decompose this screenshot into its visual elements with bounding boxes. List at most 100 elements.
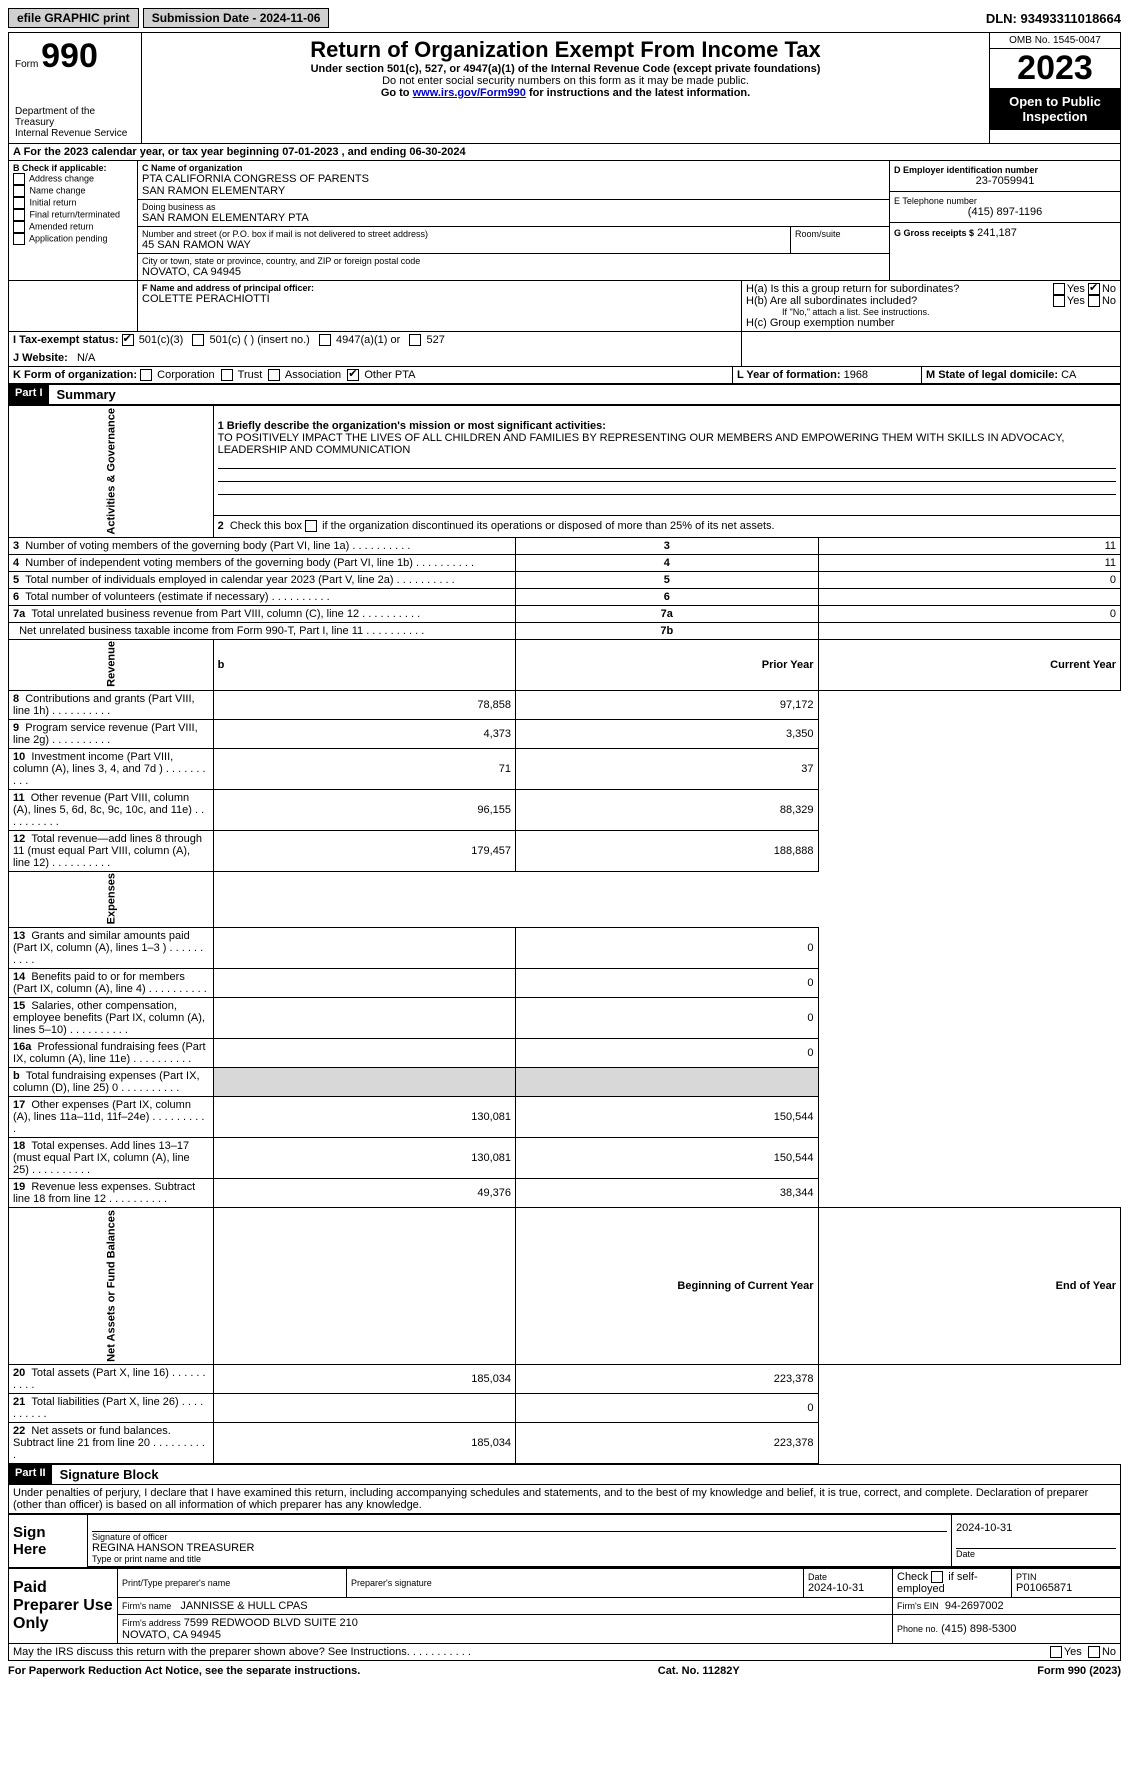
section-b-checkbox[interactable]	[13, 197, 25, 209]
discuss-no-checkbox[interactable]	[1088, 1646, 1100, 1658]
ssn-note: Do not enter social security numbers on …	[146, 75, 985, 87]
h-spacer	[742, 332, 1120, 366]
d-value: 23-7059941	[894, 175, 1116, 187]
discuss-yes-checkbox[interactable]	[1050, 1646, 1062, 1658]
prep-date: 2024-10-31	[808, 1582, 888, 1594]
discuss-yes: Yes	[1064, 1646, 1082, 1658]
section-b-checkbox[interactable]	[13, 221, 25, 233]
ptin-label: PTIN	[1016, 1572, 1116, 1582]
table-row: 16a Professional fundraising fees (Part …	[9, 1039, 1121, 1068]
firm-ein: 94-2697002	[945, 1600, 1004, 1612]
section-b-item: Name change	[13, 185, 133, 197]
c-dba-label: Doing business as	[142, 202, 885, 212]
k-corp-checkbox[interactable]	[140, 369, 152, 381]
q2-checkbox[interactable]	[305, 520, 317, 532]
footer-mid: Cat. No. 11282Y	[658, 1665, 740, 1677]
hb-note: If "No," attach a list. See instructions…	[746, 307, 1116, 317]
l-label: L Year of formation:	[737, 369, 841, 381]
i-501c-checkbox[interactable]	[192, 334, 204, 346]
section-b-item: Address change	[13, 173, 133, 185]
q1-value: TO POSITIVELY IMPACT THE LIVES OF ALL CH…	[218, 432, 1116, 456]
table-row: 7a Total unrelated business revenue from…	[9, 605, 1121, 622]
form-subtitle: Under section 501(c), 527, or 4947(a)(1)…	[146, 63, 985, 75]
m-value: CA	[1061, 369, 1076, 381]
section-a-text: A For the 2023 calendar year, or tax yea…	[9, 144, 1120, 160]
form-title: Return of Organization Exempt From Incom…	[146, 37, 985, 63]
table-row: 5 Total number of individuals employed i…	[9, 571, 1121, 588]
ha-yes-checkbox[interactable]	[1053, 283, 1065, 295]
col-prior: Prior Year	[516, 639, 818, 690]
sig-line	[92, 1517, 947, 1532]
table-row: 12 Total revenue—add lines 8 through 11 …	[9, 830, 1121, 871]
vlabel-net: Net Assets or Fund Balances	[9, 1208, 214, 1365]
efile-button[interactable]: efile GRAPHIC print	[8, 8, 139, 28]
i-527: 527	[426, 334, 444, 346]
firm-name-label: Firm's name	[122, 1601, 171, 1611]
c-name: PTA CALIFORNIA CONGRESS OF PARENTS SAN R…	[142, 173, 885, 197]
c-dba: SAN RAMON ELEMENTARY PTA	[142, 212, 885, 224]
section-c: C Name of organization PTA CALIFORNIA CO…	[138, 161, 890, 280]
section-b-item: Initial return	[13, 197, 133, 209]
section-b-item: Application pending	[13, 233, 133, 245]
table-row: 6 Total number of volunteers (estimate i…	[9, 588, 1121, 605]
phone: (415) 898-5300	[941, 1623, 1016, 1635]
i-4947-checkbox[interactable]	[319, 334, 331, 346]
sig-title-label: Type or print name and title	[92, 1554, 947, 1564]
sig-name: REGINA HANSON TREASURER	[92, 1542, 947, 1554]
sig-officer-label: Signature of officer	[92, 1532, 947, 1542]
q2: 2 Check this box if the organization dis…	[213, 515, 1120, 537]
c-room-label: Room/suite	[791, 227, 889, 253]
section-b-checkbox[interactable]	[13, 173, 25, 185]
ha-no-checkbox[interactable]	[1088, 283, 1100, 295]
k-assoc: Association	[285, 369, 341, 381]
preparer-table: Paid Preparer Use Only Print/Type prepar…	[8, 1568, 1121, 1644]
i-527-checkbox[interactable]	[409, 334, 421, 346]
section-b-checkbox[interactable]	[13, 185, 25, 197]
section-fh: F Name and address of principal officer:…	[8, 281, 1121, 332]
part1-header: Part I Summary	[8, 384, 1121, 405]
signature-table: Sign Here Signature of officer REGINA HA…	[8, 1514, 1121, 1568]
q1-line1	[218, 456, 1116, 469]
form-number-box: Form 990 Department of the Treasury Inte…	[9, 33, 142, 143]
q1-label: 1 Briefly describe the organization's mi…	[218, 420, 1116, 432]
g-label: G Gross receipts $	[894, 228, 974, 238]
prep-sig-label: Preparer's signature	[351, 1578, 799, 1588]
vlabel-revenue: Revenue	[9, 639, 214, 690]
f-label: F Name and address of principal officer:	[142, 283, 737, 293]
hb-yes-checkbox[interactable]	[1053, 295, 1065, 307]
i-label: I Tax-exempt status:	[13, 334, 119, 346]
form-header: Form 990 Department of the Treasury Inte…	[8, 32, 1121, 144]
section-b-checkbox[interactable]	[13, 233, 25, 245]
i-501c3: 501(c)(3)	[139, 334, 184, 346]
d-label: D Employer identification number	[894, 165, 1116, 175]
irs-link[interactable]: www.irs.gov/Form990	[413, 87, 526, 99]
section-b-spacer	[9, 281, 138, 331]
part1-title: Summary	[49, 385, 124, 404]
table-row: 20 Total assets (Part X, line 16)185,034…	[9, 1364, 1121, 1393]
submission-date-button[interactable]: Submission Date - 2024-11-06	[143, 8, 330, 28]
section-ij: I Tax-exempt status: 501(c)(3) 501(c) ( …	[8, 332, 1121, 367]
section-b-checkbox[interactable]	[13, 209, 25, 221]
k-other-val: PTA	[395, 369, 416, 381]
table-row: 10 Investment income (Part VIII, column …	[9, 748, 1121, 789]
k-trust-checkbox[interactable]	[221, 369, 233, 381]
section-b-item: Amended return	[13, 221, 133, 233]
paid-label: Paid Preparer Use Only	[9, 1568, 118, 1643]
col-end: End of Year	[818, 1208, 1120, 1365]
e-value: (415) 897-1196	[894, 206, 1116, 218]
part1-label: Part I	[9, 385, 49, 404]
table-row: 15 Salaries, other compensation, employe…	[9, 998, 1121, 1039]
table-row: Net unrelated business taxable income fr…	[9, 622, 1121, 639]
k-other-checkbox[interactable]	[347, 369, 359, 381]
k-assoc-checkbox[interactable]	[268, 369, 280, 381]
open-inspection: Open to Public Inspection	[990, 88, 1120, 130]
c-addr: 45 SAN RAMON WAY	[142, 239, 786, 251]
i-501c3-checkbox[interactable]	[122, 334, 134, 346]
discuss-text: May the IRS discuss this return with the…	[13, 1646, 410, 1658]
col-b: b	[213, 639, 515, 690]
hb-no-checkbox[interactable]	[1088, 295, 1100, 307]
link-pre: Go to	[381, 87, 413, 99]
yes-label: Yes	[1067, 283, 1085, 295]
self-emp-checkbox[interactable]	[931, 1571, 943, 1583]
dept-label: Department of the Treasury Internal Reve…	[15, 106, 135, 139]
